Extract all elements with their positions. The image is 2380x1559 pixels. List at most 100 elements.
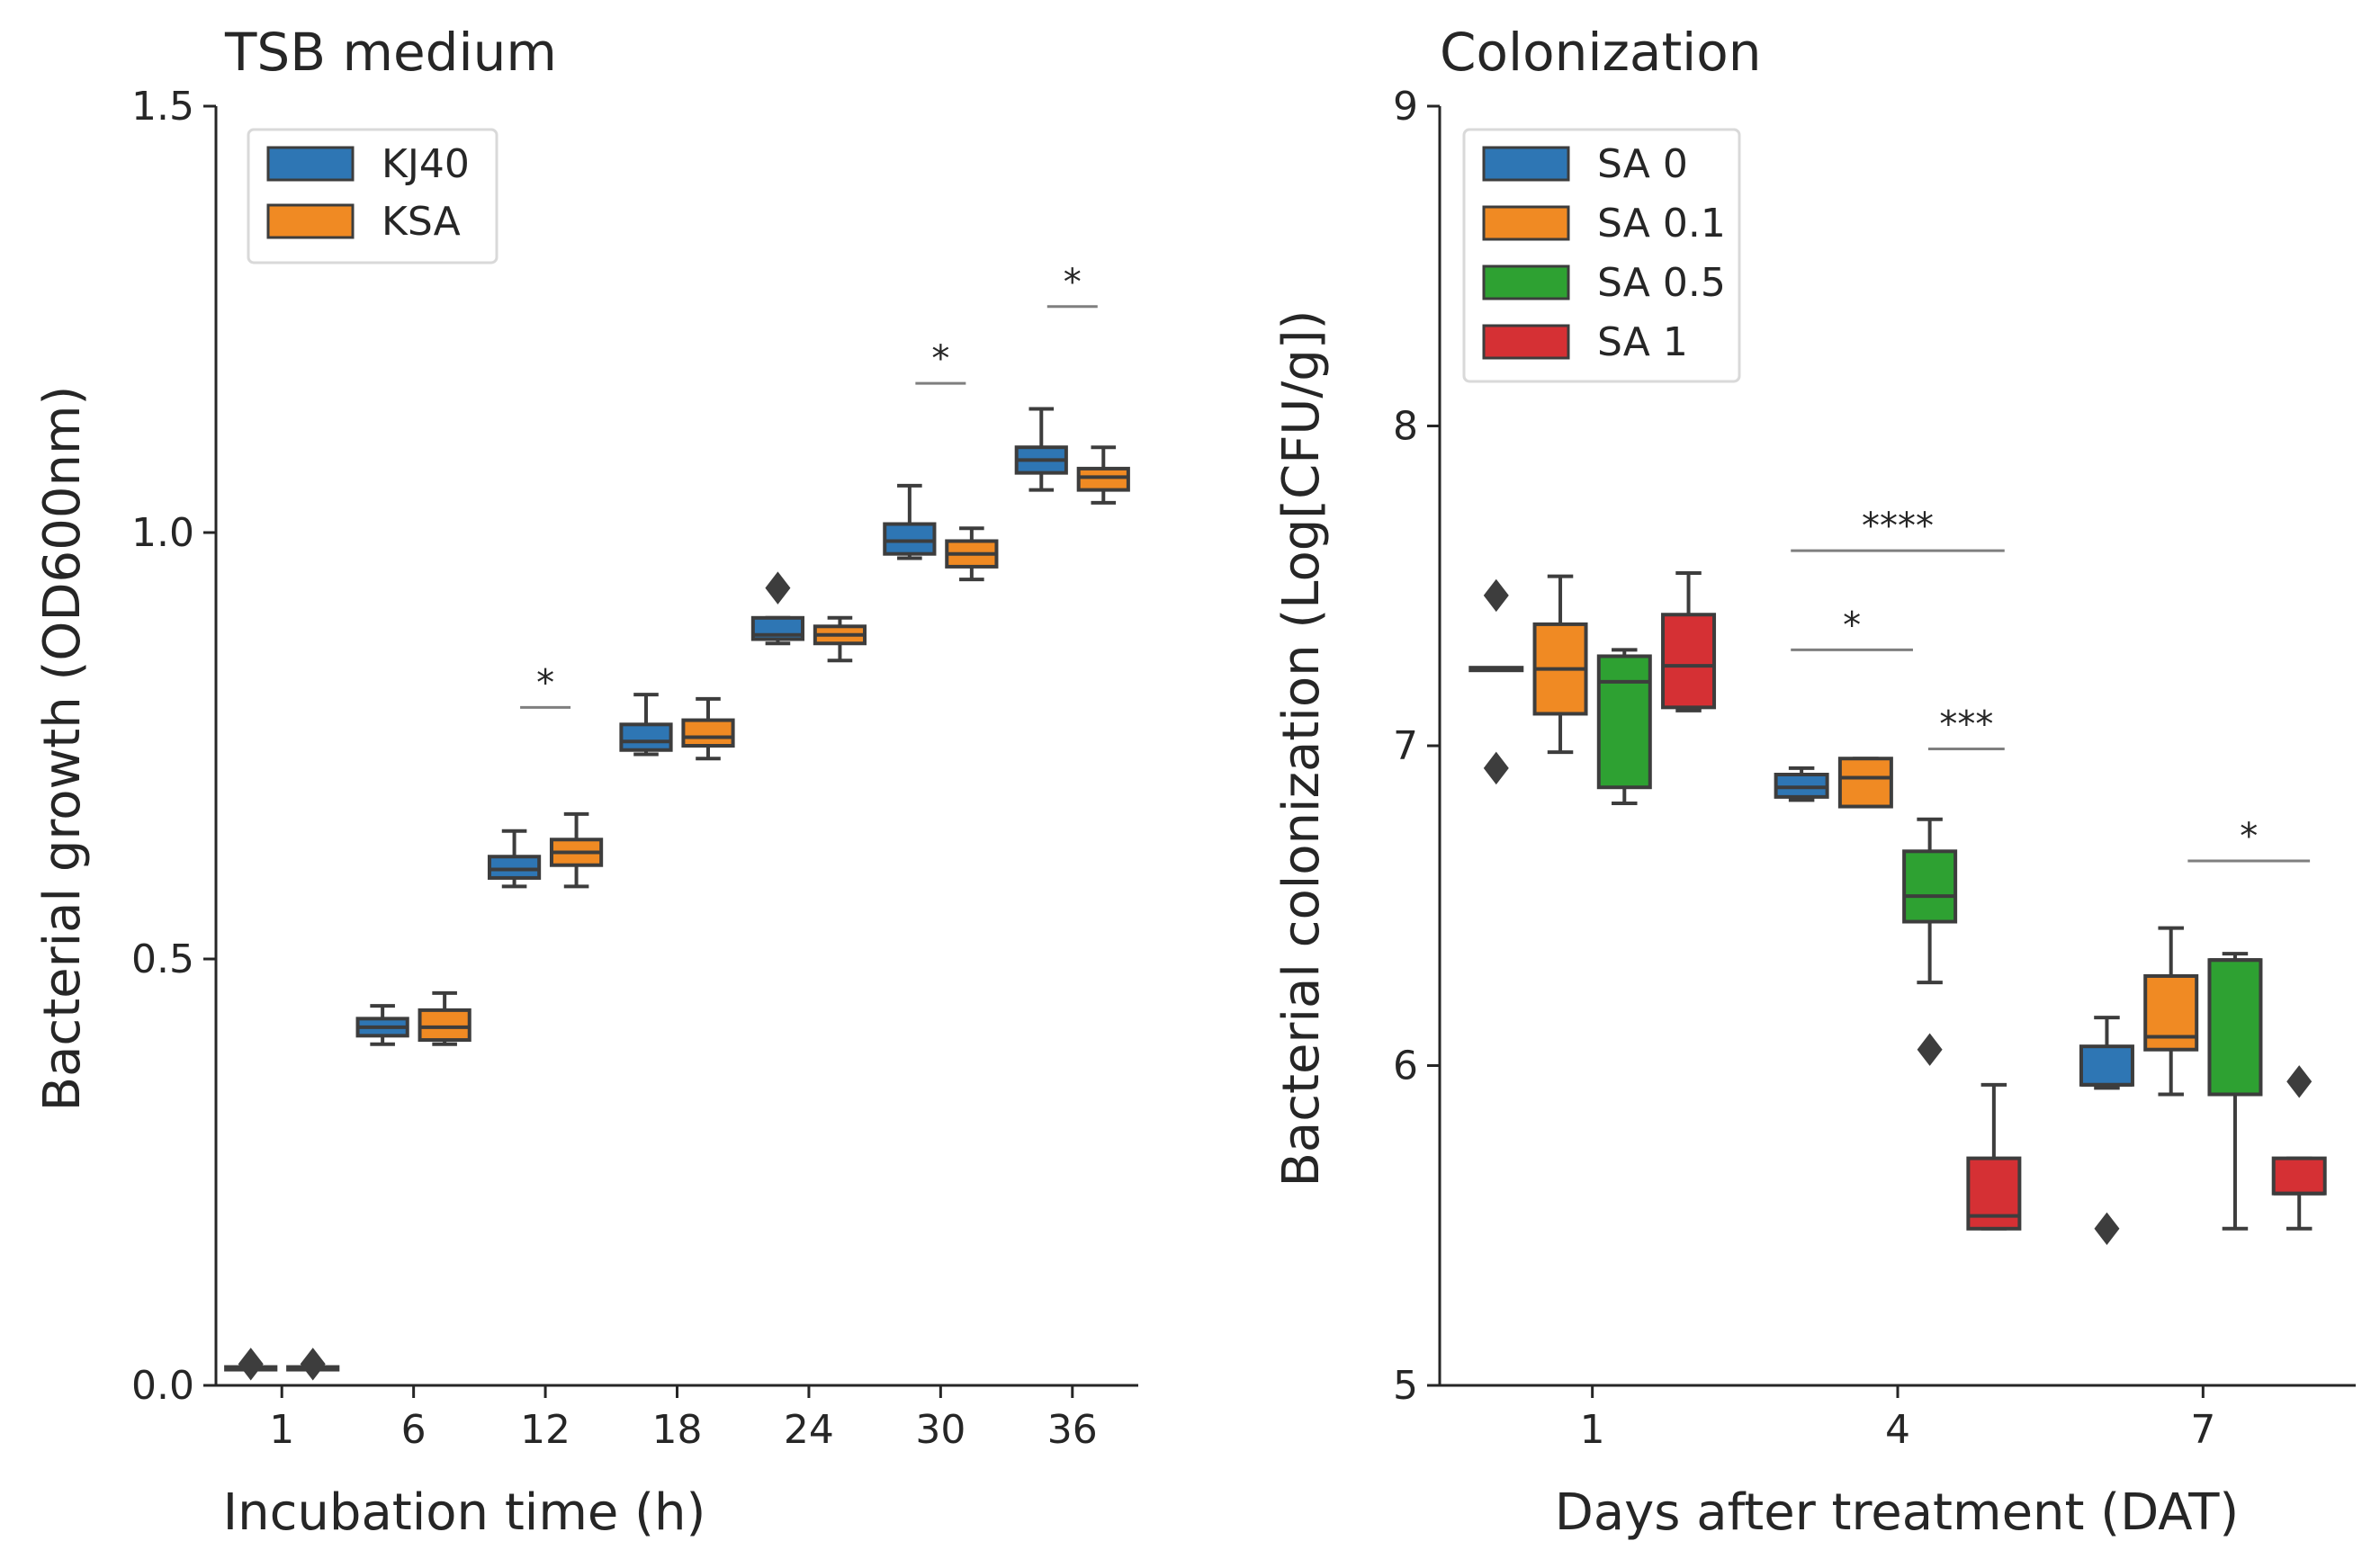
- y-tick-label: 0.0: [131, 1363, 194, 1409]
- legend-label: SA 0: [1597, 141, 1688, 187]
- box-kj40-18: [619, 693, 673, 757]
- box-ksa-36: [1076, 445, 1130, 505]
- legend-label: SA 0.1: [1597, 201, 1726, 246]
- legend-label: SA 1: [1597, 319, 1688, 365]
- box-ksa-24: [813, 615, 867, 663]
- y-tick-label: 7: [1393, 723, 1418, 769]
- x-tick-label: 30: [915, 1407, 965, 1453]
- box-kj40-12: [487, 829, 542, 889]
- chart-title-tsb: TSB medium: [224, 22, 557, 83]
- legend-tsb: KJ40 KSA: [247, 128, 498, 264]
- box-ksa-6: [418, 990, 472, 1046]
- y-tick-label: 0.5: [131, 936, 194, 982]
- tsb-growth-chart: TSB medium Incubation time (h) Bacterial…: [33, 22, 1138, 1542]
- x-tick-label: 1: [1580, 1407, 1605, 1453]
- box-kj40-36: [1014, 407, 1068, 492]
- outlier-marker: [1917, 1033, 1943, 1066]
- axes-tsb: 0.0 0.5 1.0 1.5 1 6 12 18 24 30 36: [131, 84, 1138, 1453]
- x-axis-label-colonization: Days after treatment (DAT): [1555, 1483, 2240, 1542]
- x-tick-label: 1: [269, 1407, 294, 1453]
- x-tick-label: 6: [401, 1407, 427, 1453]
- box-body: [1902, 849, 1958, 924]
- significance-colonization: *********: [1791, 506, 2311, 863]
- significance-tsb: * * *: [520, 262, 1098, 709]
- y-tick-label: 5: [1393, 1363, 1418, 1409]
- box-body: [619, 722, 673, 752]
- box-body: [2271, 1156, 2327, 1196]
- legend-label: SA 0.5: [1597, 260, 1726, 306]
- x-tick-label: 24: [784, 1407, 834, 1453]
- y-tick-label: 1.0: [131, 510, 194, 556]
- significance-label: *: [1064, 262, 1082, 303]
- x-axis-label-tsb: Incubation time (h): [223, 1483, 706, 1542]
- box-body: [1596, 654, 1652, 790]
- x-tick-label: 36: [1047, 1407, 1098, 1453]
- box-sa-0-7: [2079, 1016, 2134, 1246]
- outlier-marker: [238, 1348, 264, 1381]
- significance-label: ***: [1939, 704, 1993, 746]
- significance-label: *: [536, 662, 554, 703]
- outlier-marker: [765, 571, 791, 605]
- box-body: [883, 522, 937, 556]
- y-axis-label-colonization: Bacterial colonization (Log[CFU/g]): [1272, 309, 1331, 1187]
- box-body: [2079, 1044, 2134, 1087]
- significance-label: *: [1843, 605, 1861, 646]
- legend-swatch: [266, 146, 355, 182]
- box-ksa-1: [286, 1348, 340, 1381]
- y-tick-label: 1.5: [131, 84, 194, 130]
- box-sa-0.5-4: [1902, 817, 1958, 1066]
- x-tick-label: 12: [520, 1407, 570, 1453]
- legend-swatch: [266, 203, 355, 239]
- legend-swatch: [1482, 264, 1570, 300]
- legend-swatch: [1482, 146, 1570, 182]
- y-tick-label: 6: [1393, 1044, 1418, 1089]
- box-body: [2207, 958, 2263, 1097]
- outlier-marker: [2094, 1212, 2120, 1246]
- legend-frame: [1462, 128, 1741, 383]
- box-sa-1-7: [2271, 1065, 2327, 1231]
- x-tick-label: 4: [1885, 1407, 1910, 1453]
- y-tick-label: 8: [1393, 404, 1418, 450]
- legend-colonization: SA 0 SA 0.1 SA 0.5 SA 1: [1462, 128, 1741, 383]
- box-kj40-24: [750, 571, 805, 646]
- box-body: [1076, 466, 1130, 492]
- box-sa-0.1-7: [2143, 926, 2199, 1097]
- significance-label: ****: [1862, 506, 1934, 547]
- box-kj40-6: [355, 1004, 409, 1046]
- box-kj40-30: [883, 483, 937, 560]
- significance-label: *: [931, 338, 949, 380]
- outlier-marker: [1483, 751, 1509, 785]
- box-body: [1837, 757, 1893, 809]
- y-axis-label-tsb: Bacterial growth (OD600nm): [33, 386, 92, 1112]
- box-sa-0.1-1: [1532, 574, 1588, 755]
- outlier-marker: [1483, 578, 1509, 613]
- box-sa-0.5-7: [2207, 952, 2263, 1231]
- outlier-marker: [300, 1348, 326, 1381]
- legend-swatch: [1482, 324, 1570, 360]
- box-body: [487, 855, 542, 880]
- legend-label: KJ40: [382, 141, 470, 187]
- boxes-tsb: [224, 407, 1130, 1381]
- box-body: [418, 1008, 472, 1043]
- box-body: [1661, 613, 1717, 710]
- box-body: [1966, 1156, 2022, 1231]
- chart-title-colonization: Colonization: [1440, 22, 1762, 83]
- legend-swatch: [1482, 205, 1570, 241]
- y-tick-label: 9: [1393, 84, 1418, 130]
- box-ksa-18: [681, 696, 735, 761]
- box-sa-1-4: [1966, 1082, 2022, 1231]
- boxes-colonization: [1468, 571, 2327, 1246]
- x-tick-label: 18: [652, 1407, 703, 1453]
- box-ksa-12: [549, 811, 604, 889]
- axes-colonization: 5 6 7 8 9 1 4 7: [1393, 84, 2356, 1453]
- box-sa-0.5-1: [1596, 648, 1652, 805]
- colonization-chart: Colonization Days after treatment (DAT) …: [1272, 22, 2356, 1542]
- significance-label: *: [2240, 816, 2258, 857]
- x-tick-label: 7: [2190, 1407, 2215, 1453]
- outlier-marker: [2286, 1065, 2313, 1098]
- box-ksa-30: [945, 526, 999, 582]
- box-sa-0-1: [1468, 578, 1524, 785]
- box-sa-0-4: [1774, 766, 1829, 802]
- box-sa-1-1: [1661, 571, 1717, 712]
